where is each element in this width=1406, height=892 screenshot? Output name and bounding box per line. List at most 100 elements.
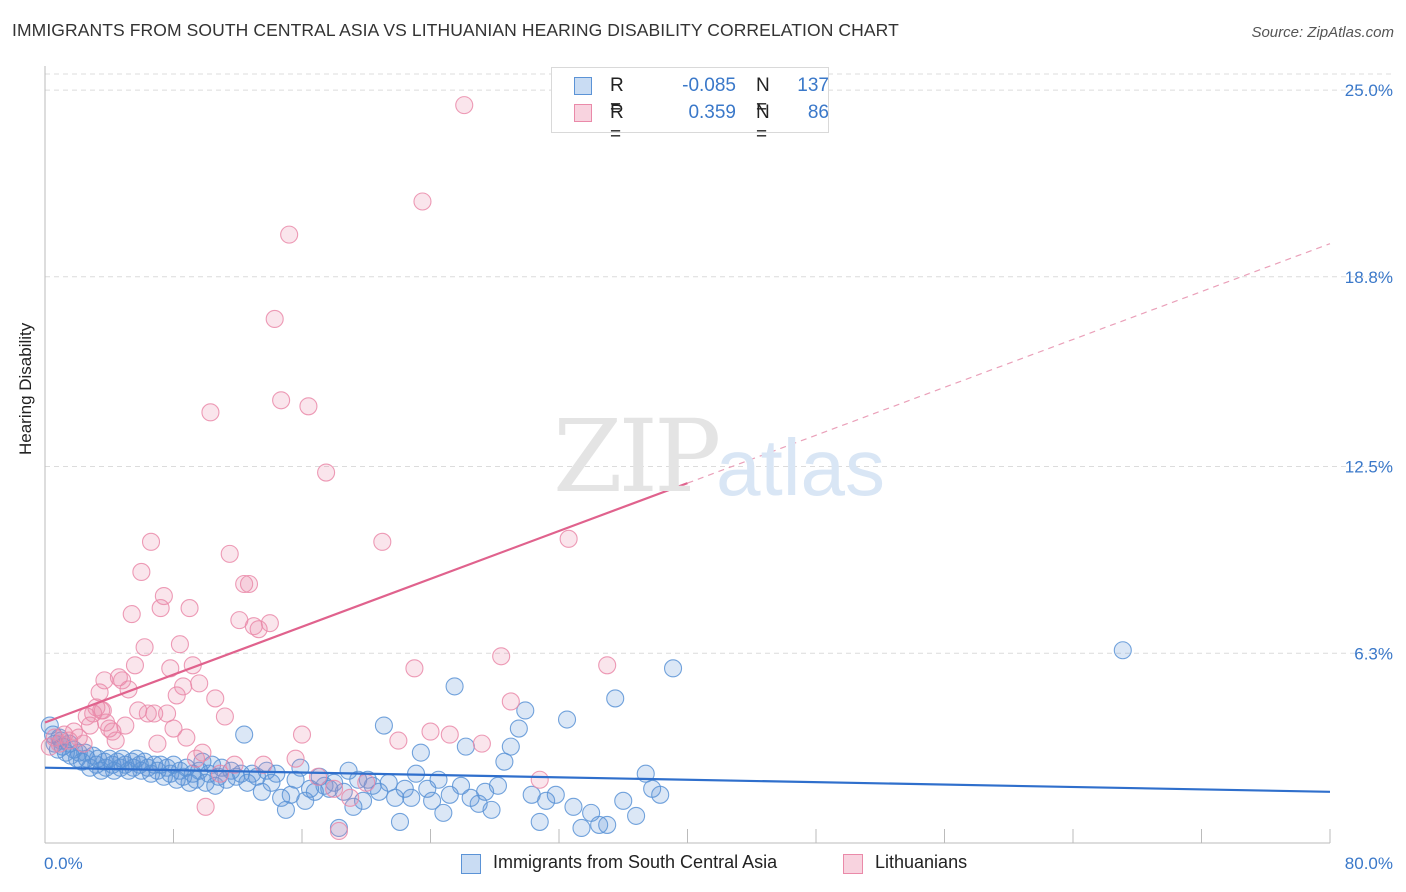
- point-immigrants: [495, 752, 514, 771]
- point-lithuanians: [235, 574, 254, 594]
- y-tick-label: 25.0%: [1345, 81, 1393, 100]
- point-lithuanians: [325, 779, 344, 798]
- point-lithuanians: [292, 725, 312, 744]
- point-immigrants: [374, 716, 393, 735]
- point-lithuanians: [116, 716, 135, 735]
- point-lithuanians: [225, 755, 244, 774]
- point-lithuanians: [530, 770, 549, 789]
- point-immigrants: [411, 743, 430, 762]
- point-immigrants: [325, 773, 344, 792]
- point-lithuanians: [265, 309, 284, 329]
- point-lithuanians: [193, 743, 212, 762]
- point-lithuanians: [174, 677, 193, 696]
- point-immigrants: [606, 689, 625, 708]
- y-tick-label: 12.5%: [1345, 458, 1393, 477]
- point-lithuanians: [357, 773, 376, 792]
- point-immigrants: [456, 737, 475, 756]
- point-immigrants: [451, 776, 471, 795]
- bottom-legend-label: Immigrants from South Central Asia: [493, 852, 778, 872]
- point-immigrants: [488, 776, 508, 795]
- point-immigrants: [1113, 641, 1132, 660]
- point-immigrants: [276, 800, 295, 819]
- point-immigrants: [235, 725, 254, 744]
- point-lithuanians: [95, 671, 114, 690]
- point-immigrants: [370, 782, 389, 801]
- point-lithuanians: [132, 562, 151, 581]
- point-lithuanians: [260, 614, 279, 633]
- point-lithuanians: [64, 722, 83, 741]
- point-immigrants: [651, 785, 670, 804]
- point-lithuanians: [286, 749, 305, 768]
- legend-swatch-pink: [843, 854, 863, 874]
- point-lithuanians: [122, 605, 141, 624]
- point-lithuanians: [180, 599, 199, 618]
- point-lithuanians: [239, 574, 259, 594]
- point-lithuanians: [440, 725, 459, 744]
- point-lithuanians: [138, 704, 157, 723]
- point-immigrants: [516, 701, 535, 720]
- point-lithuanians: [309, 767, 328, 786]
- correlation-legend: R = -0.085 N = 137 R = 0.359 N = 86: [551, 67, 829, 145]
- point-immigrants: [379, 773, 398, 792]
- point-lithuanians: [145, 704, 164, 723]
- point-lithuanians: [421, 722, 440, 741]
- point-lithuanians: [220, 544, 239, 563]
- point-lithuanians: [158, 704, 177, 723]
- point-immigrants: [546, 785, 565, 804]
- point-lithuanians: [299, 397, 318, 416]
- legend-r-value: 0.359: [688, 102, 736, 123]
- point-immigrants: [530, 812, 549, 831]
- point-lithuanians: [106, 731, 125, 750]
- point-immigrants: [572, 818, 591, 837]
- point-lithuanians: [154, 586, 173, 606]
- point-lithuanians: [413, 192, 432, 211]
- point-lithuanians: [177, 728, 196, 747]
- legend-swatch-blue: [574, 77, 592, 95]
- point-lithuanians: [280, 225, 299, 244]
- watermark-zip: ZIP: [553, 398, 721, 515]
- point-immigrants: [564, 797, 583, 816]
- point-lithuanians: [125, 656, 144, 675]
- point-lithuanians: [472, 734, 491, 753]
- point-immigrants: [445, 677, 464, 696]
- legend-swatch-blue: [461, 854, 481, 874]
- point-lithuanians: [373, 532, 392, 551]
- x-tick-label: 80.0%: [1345, 854, 1393, 873]
- legend-n-label: N =: [756, 75, 770, 118]
- legend-n-value: 137: [797, 75, 829, 96]
- chart-title: IMMIGRANTS FROM SOUTH CENTRAL ASIA VS LI…: [12, 20, 899, 40]
- point-lithuanians: [341, 788, 360, 807]
- point-immigrants: [598, 815, 617, 834]
- point-immigrants: [482, 800, 501, 819]
- point-lithuanians: [151, 599, 170, 618]
- tick-labels: 6.3% 12.5% 18.8% 25.0% 0.0% 80.0%: [44, 81, 1393, 873]
- point-immigrants: [320, 779, 339, 798]
- point-immigrants: [390, 812, 410, 831]
- point-lithuanians: [211, 764, 230, 783]
- point-lithuanians: [148, 734, 167, 753]
- gridlines: [45, 73, 1392, 654]
- point-immigrants: [627, 806, 646, 825]
- point-lithuanians: [69, 728, 88, 747]
- source-label: Source: ZipAtlas.com: [1251, 24, 1394, 41]
- point-immigrants: [663, 659, 683, 678]
- axes: [44, 66, 1331, 844]
- point-lithuanians: [196, 797, 215, 816]
- trend-line-immigrants: [44, 766, 1331, 793]
- point-immigrants: [614, 791, 633, 810]
- point-lithuanians: [329, 821, 348, 841]
- point-immigrants: [238, 773, 257, 792]
- point-lithuanians: [141, 532, 161, 551]
- point-lithuanians: [113, 671, 132, 690]
- legend-r-value: -0.085: [682, 75, 736, 96]
- point-lithuanians: [164, 719, 183, 738]
- watermark-atlas: atlas: [716, 423, 885, 512]
- point-immigrants: [358, 770, 377, 789]
- point-immigrants: [267, 764, 286, 783]
- point-immigrants: [402, 788, 421, 807]
- point-immigrants: [286, 770, 305, 789]
- point-lithuanians: [501, 692, 520, 711]
- point-lithuanians: [559, 529, 578, 548]
- point-immigrants: [262, 773, 281, 792]
